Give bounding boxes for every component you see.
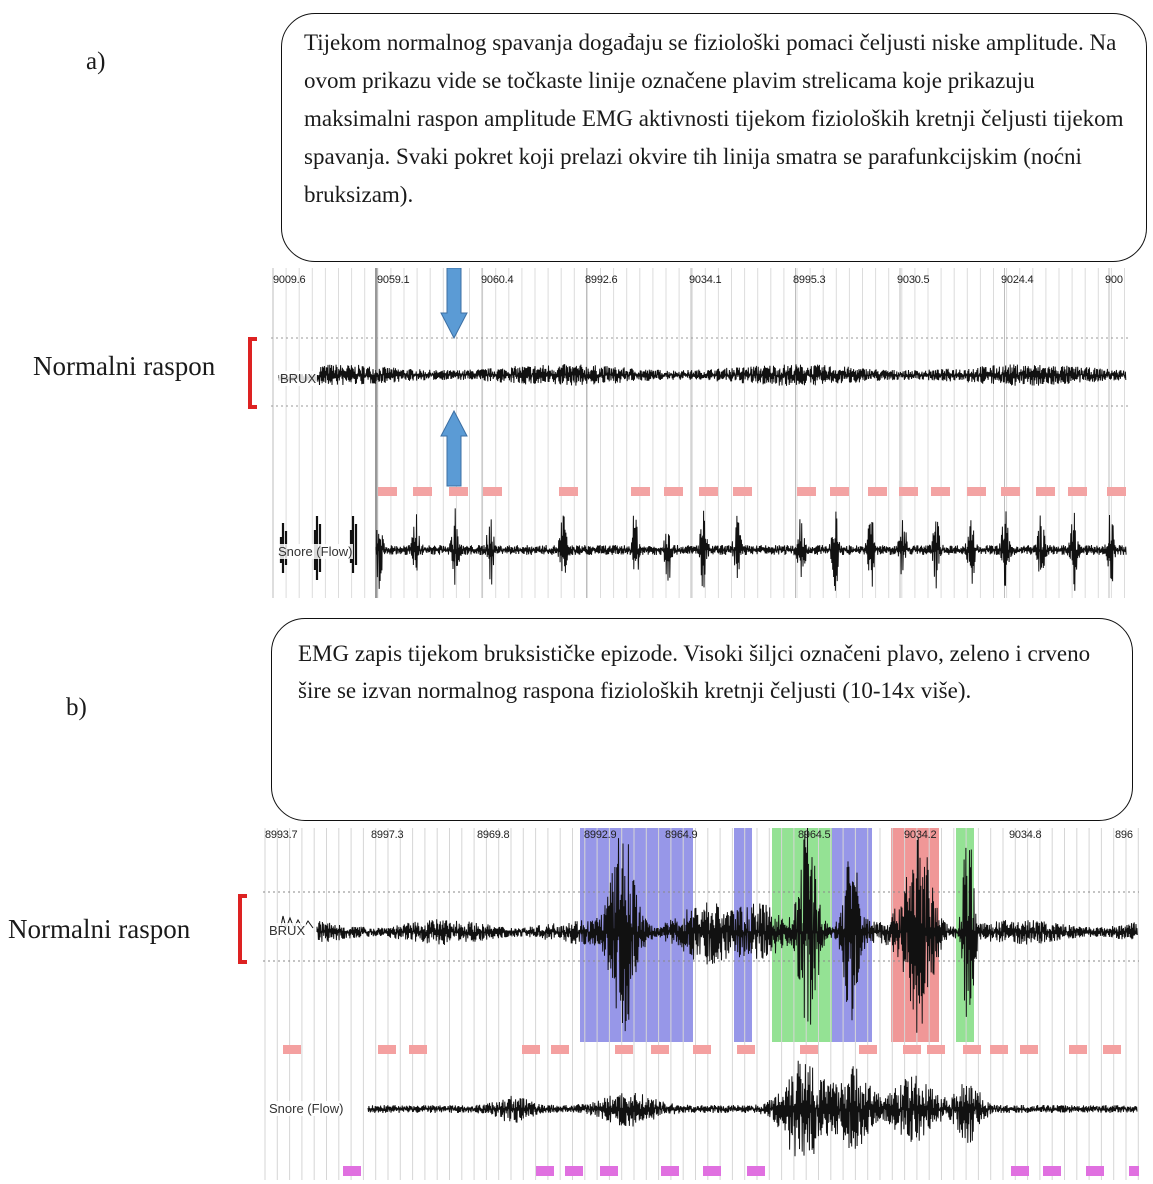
time-tick-label: 9034.8 (1009, 829, 1042, 841)
snore-marker (1011, 1166, 1029, 1176)
event-marker (903, 1045, 921, 1054)
event-marker (378, 487, 397, 496)
panel-a-caption: Tijekom normalnog spavanja događaju se f… (281, 13, 1147, 262)
panel-b-recording: 8993.7 8997.3 8969.8 8992.9 8964.9 8964.5 9034… (263, 828, 1139, 1180)
event-marker (651, 1045, 669, 1054)
panel-a-range-bracket (248, 337, 257, 409)
snore-flow-trace (367, 1060, 1138, 1157)
snore-marker (600, 1166, 618, 1176)
time-tick-label: 9060.4 (481, 274, 514, 286)
time-tick-label: 8964.5 (798, 829, 831, 841)
panel-b-range-label: Normalni raspon (8, 914, 191, 944)
event-marker (631, 487, 650, 496)
event-marker (413, 487, 432, 496)
event-marker (797, 487, 816, 496)
arrow-down-icon (440, 268, 468, 340)
snore-channel-label: Snore (Flow) (268, 1101, 345, 1116)
snore-marker (1129, 1166, 1139, 1176)
brux-emg-trace (316, 828, 1138, 1033)
event-marker (967, 487, 986, 496)
time-tick-label: 8992.9 (584, 829, 617, 841)
event-marker (733, 487, 752, 496)
panel-b-traces (263, 828, 1139, 1180)
event-marker (1001, 487, 1020, 496)
panel-b-caption: EMG zapis tijekom bruksističke epizode. … (271, 618, 1133, 821)
brux-emg-trace (318, 364, 1127, 386)
snore-flow-trace (375, 508, 1127, 591)
snore-channel-label: Snore (Flow) (277, 544, 354, 559)
event-marker (1068, 487, 1087, 496)
brux-channel-label: BRUX (268, 923, 307, 938)
panel-b-label: b) (66, 694, 87, 721)
snore-marker (747, 1166, 765, 1176)
snore-marker (1086, 1166, 1104, 1176)
event-marker (378, 1045, 396, 1054)
event-marker (868, 487, 887, 496)
time-tick-label: 8993.7 (265, 829, 298, 841)
time-tick-label: 9009.6 (273, 274, 306, 286)
event-marker (522, 1045, 540, 1054)
snore-marker (536, 1166, 554, 1176)
event-marker (927, 1045, 945, 1054)
snore-marker (661, 1166, 679, 1176)
time-tick-label: 8964.9 (665, 829, 698, 841)
panel-a-range-label: Normalni raspon (33, 351, 216, 381)
snore-marker (703, 1166, 721, 1176)
time-tick-label: 900 (1105, 274, 1123, 286)
event-marker (615, 1045, 633, 1054)
time-tick-label: 896 (1115, 829, 1133, 841)
snore-marker (565, 1166, 583, 1176)
time-tick-label: 8997.3 (371, 829, 404, 841)
panel-a-recording: 9009.6 9059.1 9060.4 8992.6 9034.1 8995.3 9030… (271, 268, 1128, 598)
panel-b-range-bracket (238, 894, 247, 964)
snore-marker (1043, 1166, 1061, 1176)
event-marker (483, 487, 502, 496)
time-tick-label: 8969.8 (477, 829, 510, 841)
time-tick-label: 9034.2 (904, 829, 937, 841)
event-marker (737, 1045, 755, 1054)
event-marker (283, 1045, 301, 1054)
event-marker (1103, 1045, 1121, 1054)
event-marker (699, 487, 718, 496)
event-marker (1036, 487, 1055, 496)
event-marker (899, 487, 918, 496)
event-marker (1020, 1045, 1038, 1054)
event-marker (830, 487, 849, 496)
event-marker (551, 1045, 569, 1054)
time-tick-label: 8995.3 (793, 274, 826, 286)
event-marker (859, 1045, 877, 1054)
event-marker (990, 1045, 1008, 1054)
arrow-up-icon (440, 409, 468, 487)
event-marker (664, 487, 683, 496)
time-tick-label: 9059.1 (377, 274, 410, 286)
panel-a-label: a) (86, 48, 106, 75)
event-marker (449, 487, 468, 496)
event-marker (931, 487, 950, 496)
time-tick-label: 9024.4 (1001, 274, 1034, 286)
event-marker (800, 1045, 818, 1054)
event-marker (1069, 1045, 1087, 1054)
time-tick-label: 8992.6 (585, 274, 618, 286)
time-tick-label: 9034.1 (689, 274, 722, 286)
event-marker (963, 1045, 981, 1054)
panel-a-traces (271, 268, 1128, 598)
event-marker (693, 1045, 711, 1054)
snore-marker (343, 1166, 361, 1176)
event-marker (1107, 487, 1126, 496)
time-tick-label: 9030.5 (897, 274, 930, 286)
event-marker (409, 1045, 427, 1054)
brux-channel-label: BRUX (279, 371, 318, 386)
event-marker (559, 487, 578, 496)
